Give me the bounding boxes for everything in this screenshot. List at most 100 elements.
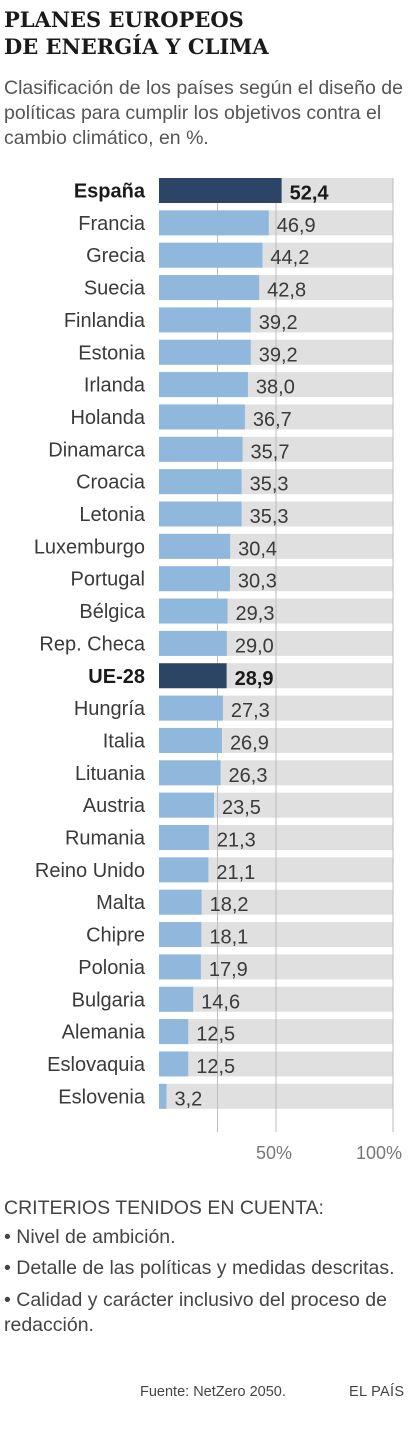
value-label: 30,4 [238,538,277,560]
x-tick-label: 100% [356,1143,402,1163]
category-label: Rumania [65,828,146,850]
value-label: 46,9 [277,215,316,237]
bar [159,727,222,753]
category-label: Portugal [71,569,146,591]
value-label: 39,2 [259,344,298,366]
bar [159,501,242,527]
value-label: 27,3 [231,700,270,722]
bar [159,339,251,365]
bar [159,1083,167,1109]
value-label: 44,2 [270,247,309,269]
category-label: Eslovenia [58,1086,146,1108]
bar [159,210,269,236]
value-label: 23,5 [222,797,261,819]
value-label: 35,3 [250,506,289,528]
bar [159,1051,189,1077]
value-label: 35,3 [250,474,289,496]
bar [159,889,202,915]
category-label: Irlanda [84,375,146,397]
value-label: 29,0 [235,635,274,657]
value-label: 29,3 [236,603,275,625]
category-label: Finlandia [64,310,146,332]
bar [159,954,201,980]
category-label: Polonia [78,957,146,979]
x-tick-label: 50% [256,1143,292,1163]
value-label: 12,5 [196,1056,235,1078]
category-label: España [74,181,146,203]
value-label: 38,0 [256,377,295,399]
bar [159,469,242,495]
value-label: 21,3 [217,830,256,852]
value-label: 18,2 [210,894,249,916]
bar [159,825,209,850]
value-label: 12,5 [196,1024,235,1046]
category-label: Eslovaquia [47,1054,146,1076]
bar [159,760,221,786]
bar [159,1019,189,1045]
bar [159,857,209,883]
bar [159,242,263,268]
category-label: Hungría [74,698,146,720]
value-label: 26,9 [230,732,269,754]
category-label: Reino Unido [35,860,145,882]
category-label: UE-28 [88,666,145,688]
category-label: Rep. Checa [39,633,145,655]
value-label: 35,7 [251,441,290,463]
bar [159,372,248,398]
category-label: Malta [96,892,146,914]
value-label: 39,2 [259,312,298,334]
category-label: Alemania [62,1022,146,1044]
bar [159,404,245,430]
criteria-notes: CRITERIOS TENIDOS EN CUENTA: Nivel de am… [4,1196,408,1345]
criteria-item: Detalle de las políticas y medidas descr… [4,1256,408,1282]
value-label: 28,9 [235,668,274,690]
chart-title: PLANES EUROPEOS DE ENERGÍA Y CLIMA [4,7,269,59]
category-label: Grecia [86,245,146,267]
value-label: 17,9 [209,959,248,981]
category-label: Bélgica [79,601,145,623]
value-label: 42,8 [267,280,306,302]
value-label: 26,3 [229,765,268,787]
criteria-item: Nivel de ambición. [4,1225,408,1251]
bar [159,663,227,689]
value-label: 18,1 [209,927,248,949]
bar [159,986,194,1012]
category-label: Letonia [79,504,145,526]
bar [159,566,230,592]
category-label: Francia [78,213,146,235]
category-label: Holanda [70,407,145,429]
category-label: Croacia [76,472,146,494]
value-label: 36,7 [253,409,292,431]
category-label: Austria [83,795,146,817]
bar [159,533,231,559]
category-label: Suecia [84,278,146,300]
criteria-item: Calidad y carácter inclusivo del proceso… [4,1288,408,1339]
bar [159,695,223,721]
category-label: Bulgaria [72,989,146,1011]
category-label: Italia [103,730,146,752]
bar [159,630,227,656]
bar [159,436,243,462]
bar [159,792,214,818]
bar [159,307,251,333]
category-label: Luxemburgo [34,536,145,558]
bar-chart: España 52,4 Francia 46,9 Grecia 44,2 Suecia 42,… [34,178,402,1163]
value-label: 52,4 [290,183,330,205]
chart-subtitle: Clasificación de los países según el dis… [4,77,403,149]
bar [159,598,228,624]
bar [159,275,260,301]
category-label: Estonia [78,342,146,364]
brand-logo: EL PAÍS [349,1384,405,1400]
bar [159,922,202,948]
bar [159,178,282,203]
value-label: 3,2 [174,1088,202,1110]
category-label: Dinamarca [48,439,146,461]
criteria-heading: CRITERIOS TENIDOS EN CUENTA: [4,1197,324,1219]
source-note: Fuente: NetZero 2050. [140,1384,286,1400]
value-label: 21,1 [216,862,255,884]
category-label: Lituania [75,763,146,785]
criteria-list: Nivel de ambición. Detalle de las políti… [4,1225,408,1339]
value-label: 14,6 [201,991,240,1013]
category-label: Chipre [86,925,145,947]
value-label: 30,3 [238,571,277,593]
